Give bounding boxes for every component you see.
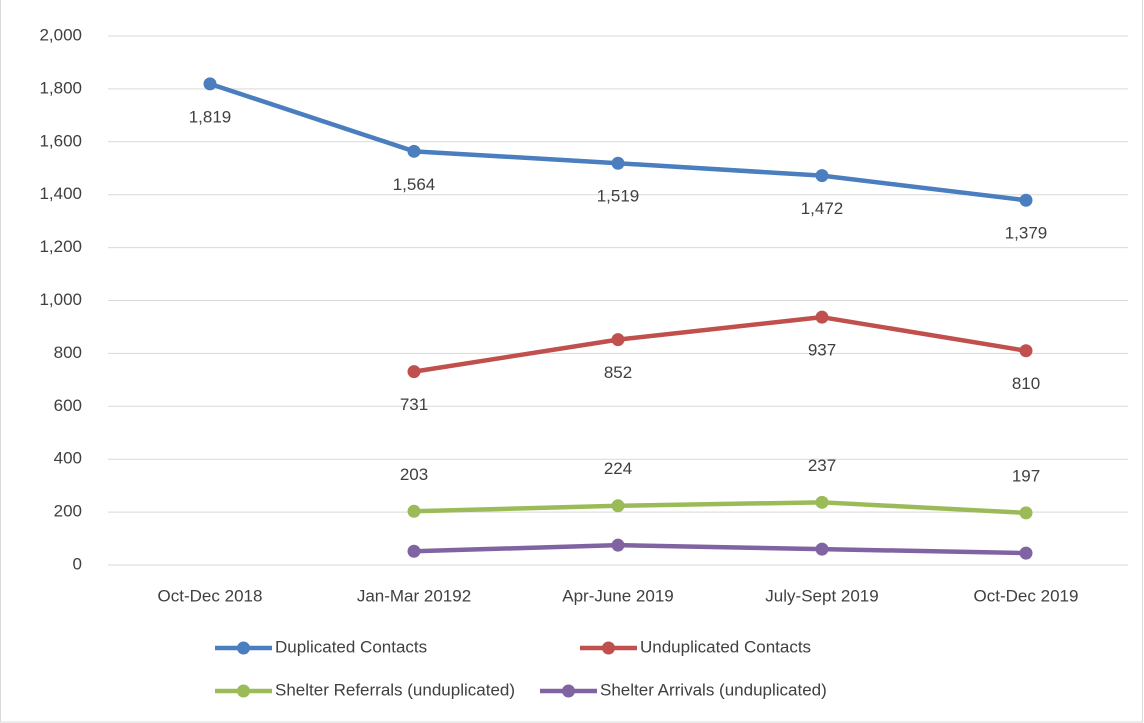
- data-label: 852: [604, 363, 632, 382]
- data-label: 203: [400, 465, 428, 484]
- data-point: [815, 542, 829, 556]
- y-tick-label: 400: [54, 449, 82, 468]
- data-label: 1,564: [393, 175, 436, 194]
- data-point: [815, 495, 829, 509]
- data-label: 1,519: [597, 187, 640, 206]
- data-label: 810: [1012, 374, 1040, 393]
- legend-label: Unduplicated Contacts: [640, 637, 811, 656]
- data-point: [407, 365, 421, 379]
- data-label: 197: [1012, 466, 1040, 485]
- legend-label: Shelter Arrivals (unduplicated): [600, 680, 827, 699]
- y-tick-label: 1,400: [39, 184, 82, 203]
- y-tick-label: 1,200: [39, 237, 82, 256]
- data-label: 1,379: [1005, 224, 1048, 243]
- legend-marker: [237, 641, 250, 655]
- y-tick-label: 200: [54, 502, 82, 521]
- data-point: [407, 544, 421, 558]
- legend-marker: [562, 684, 575, 698]
- y-tick-label: 600: [54, 396, 82, 415]
- series-line: [411, 500, 1029, 516]
- data-point: [407, 504, 421, 518]
- data-point: [407, 144, 421, 158]
- x-tick-label: Apr-June 2019: [562, 586, 674, 605]
- x-tick-label: Oct-Dec 2019: [974, 586, 1079, 605]
- data-label: 224: [604, 459, 632, 478]
- y-tick-label: 0: [73, 554, 82, 573]
- data-point: [815, 169, 829, 183]
- data-point: [611, 538, 625, 552]
- y-tick-label: 1,000: [39, 290, 82, 309]
- legend-marker: [237, 684, 250, 698]
- series-line: [411, 314, 1029, 374]
- series-line: [411, 542, 1029, 556]
- data-label: 937: [808, 341, 836, 360]
- data-label: 237: [808, 456, 836, 475]
- data-point: [1019, 546, 1033, 560]
- data-point: [611, 156, 625, 170]
- y-tick-label: 800: [54, 343, 82, 362]
- data-point: [1019, 344, 1033, 358]
- y-tick-label: 1,800: [39, 78, 82, 97]
- data-point: [815, 310, 829, 324]
- data-label: 1,819: [189, 107, 232, 126]
- legend-label: Shelter Referrals (unduplicated): [275, 680, 515, 699]
- data-label: 1,472: [801, 199, 844, 218]
- data-point: [611, 333, 625, 347]
- y-tick-label: 1,600: [39, 131, 82, 150]
- data-point: [1019, 193, 1033, 207]
- legend-label: Duplicated Contacts: [275, 637, 427, 656]
- data-point: [611, 499, 625, 513]
- x-tick-label: Jan-Mar 20192: [357, 586, 471, 605]
- data-point: [203, 77, 217, 91]
- data-point: [1019, 506, 1033, 520]
- data-label: 731: [400, 395, 428, 414]
- legend-marker: [602, 641, 615, 655]
- x-tick-label: July-Sept 2019: [765, 586, 878, 605]
- y-tick-label: 2,000: [39, 25, 82, 44]
- x-tick-label: Oct-Dec 2018: [158, 586, 263, 605]
